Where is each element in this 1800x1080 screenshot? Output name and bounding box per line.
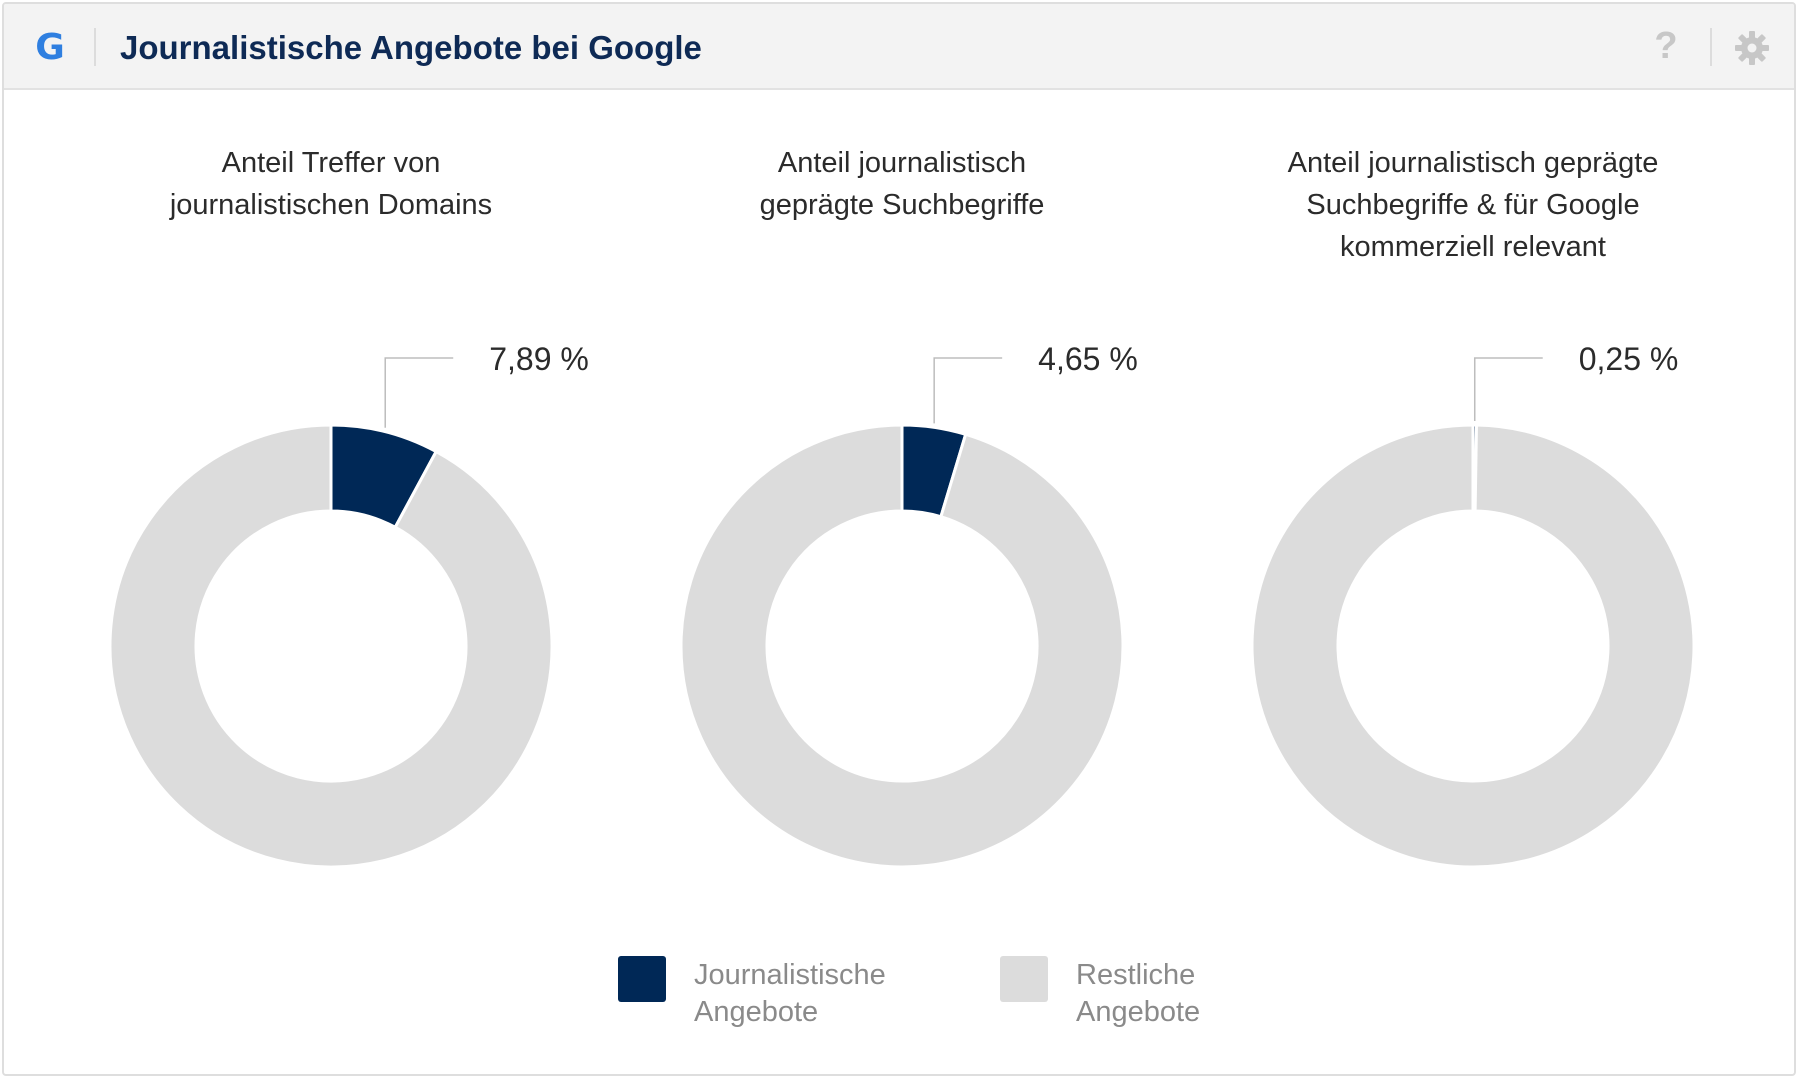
- header-divider: [94, 28, 96, 66]
- value-label: 0,25 %: [1579, 341, 1679, 377]
- legend-item[interactable]: Restliche Angebote: [1000, 956, 1200, 1028]
- legend-swatch: [1000, 956, 1048, 1002]
- donut-charts-area: Anteil Treffer von journalistischen Domai…: [108, 147, 1696, 1028]
- google-g-icon: G: [35, 27, 65, 68]
- widget-title: Journalistische Angebote bei Google: [120, 29, 702, 66]
- chart-title-line: Suchbegriffe & für Google: [1306, 189, 1639, 221]
- legend-label-line: Angebote: [694, 996, 818, 1028]
- value-leader-line: [1473, 357, 1543, 422]
- chart-title-line: Anteil Treffer von: [222, 147, 441, 179]
- chart-title-line: journalistischen Domains: [169, 189, 492, 221]
- chart-title-line: geprägte Suchbegriffe: [760, 189, 1045, 221]
- donut-chart: Anteil journalistisch geprägte Suchbegrif…: [679, 147, 1138, 869]
- chart-title-line: Anteil journalistisch geprägte: [1288, 147, 1659, 179]
- slice-rest[interactable]: [679, 423, 1125, 869]
- donut-chart: Anteil journalistisch geprägte Suchbegrif…: [1250, 147, 1696, 869]
- value-leader-line: [933, 357, 1003, 424]
- value-label: 4,65 %: [1038, 341, 1138, 377]
- legend-label-line: Angebote: [1076, 996, 1200, 1028]
- slice-rest[interactable]: [1250, 423, 1696, 869]
- help-icon[interactable]: ?: [1654, 24, 1678, 67]
- chart-title-line: kommerziell relevant: [1340, 231, 1606, 263]
- slice-rest[interactable]: [108, 423, 554, 869]
- legend-swatch: [618, 956, 666, 1002]
- header-divider: [1710, 28, 1712, 66]
- widget-header: G Journalistische Angebote bei Google ?: [4, 4, 1794, 90]
- legend-label-line: Journalistische: [694, 959, 886, 991]
- gear-icon[interactable]: [1732, 28, 1772, 68]
- legend-label-line: Restliche: [1076, 959, 1195, 991]
- value-leader-line: [384, 357, 454, 428]
- legend-item[interactable]: Journalistische Angebote: [618, 956, 886, 1028]
- value-label: 7,89 %: [489, 341, 589, 377]
- legend: Journalistische Angebote Restliche Angebote: [618, 956, 1200, 1028]
- donut-chart: Anteil Treffer von journalistischen Domai…: [108, 147, 589, 869]
- chart-title-line: Anteil journalistisch: [778, 147, 1026, 179]
